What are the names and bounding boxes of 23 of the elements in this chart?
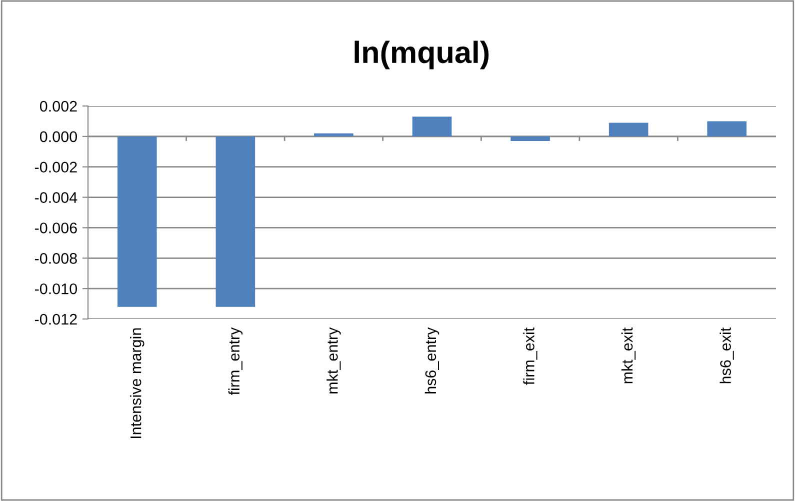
y-tick-label: 0.002 — [40, 100, 77, 112]
y-tick-label: -0.010 — [34, 283, 77, 294]
x-tick-label: firm_exit — [523, 327, 538, 385]
y-tick-label: -0.002 — [34, 162, 77, 173]
bar — [608, 122, 648, 136]
bar — [412, 116, 452, 136]
x-tick-label: mkt_exit — [621, 327, 636, 384]
bar — [216, 136, 256, 307]
x-tick-label: Intensive margin — [130, 328, 144, 438]
x-tick-label: hs6_entry — [424, 327, 440, 394]
y-tick-label: -0.012 — [34, 314, 77, 325]
y-tick-label: 0.000 — [40, 131, 77, 142]
bar — [510, 136, 550, 141]
bar — [707, 121, 747, 136]
x-tick-label: mkt_entry — [326, 327, 341, 394]
bar — [117, 136, 157, 307]
chart-title: ln(mqual) — [354, 40, 489, 70]
y-tick-label: -0.004 — [34, 192, 78, 203]
bar — [314, 133, 354, 136]
x-tick-label: hs6_exit — [720, 327, 734, 384]
y-tick-label: -0.006 — [34, 222, 77, 234]
y-tick-label: -0.008 — [34, 253, 77, 264]
x-tick-label: firm_entry — [228, 327, 243, 396]
